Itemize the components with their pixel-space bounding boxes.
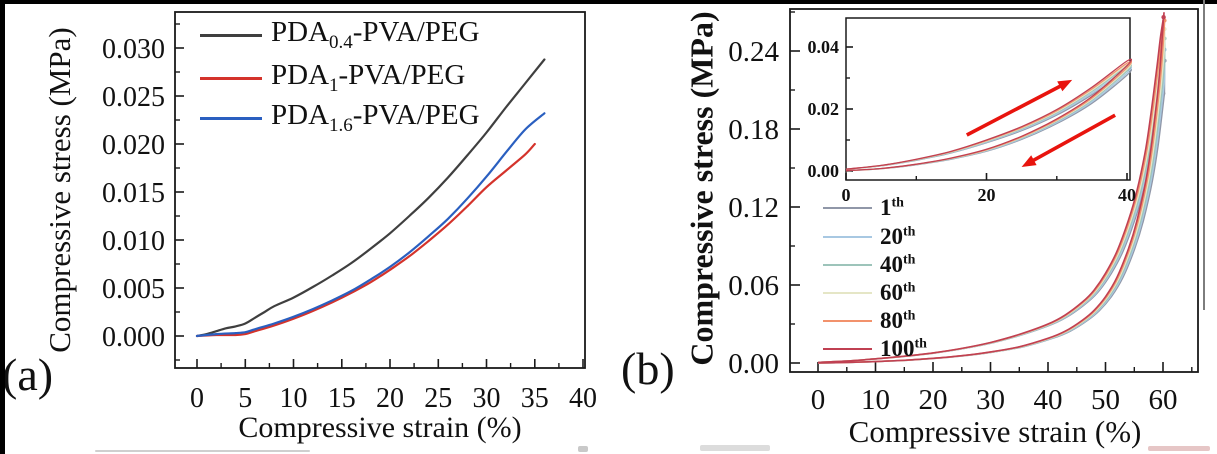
panel-b-x-tick-label: 40 — [1034, 384, 1063, 416]
panel-b-y-axis-title: Compressive stress (MPa) — [683, 11, 720, 366]
legend-item-pda16: PDA1.6-PVA/PEG — [200, 99, 480, 136]
legend-line-swatch — [200, 116, 262, 120]
cycle-curve-100th — [817, 12, 1165, 364]
panel-a-y-tick-label: 0.000 — [102, 322, 165, 353]
legend-item-cycle-100: 100th — [823, 336, 927, 362]
panel-b-y-tick-label: 0.18 — [728, 114, 779, 146]
legend-line-swatch — [823, 348, 872, 350]
panel-b-x-tick-label: 10 — [861, 384, 890, 416]
panel-a-label: (a) — [2, 349, 54, 400]
panel-a-x-tick-label: 10 — [280, 383, 308, 414]
crop-artifact — [700, 445, 770, 451]
cycle-peak-marker-100th — [1161, 15, 1166, 20]
legend-line-swatch — [200, 76, 262, 80]
panel-a-x-tick-label: 25 — [424, 383, 452, 414]
panel-b-x-axis-title: Compressive strain (%) — [848, 414, 1142, 449]
legend-label: PDA1.6-PVA/PEG — [271, 99, 480, 136]
legend-item-cycle-20: 20th — [823, 224, 915, 250]
panel-b-y-tick-label: 0.12 — [728, 192, 779, 224]
legend-label: PDA0.4-PVA/PEG — [271, 16, 480, 53]
panel-a-y-tick-label: 0.005 — [102, 274, 165, 305]
legend-label: 60th — [880, 280, 916, 305]
panel-b-x-tick-label: 20 — [919, 384, 948, 416]
panel-a-y-tick-label: 0.030 — [102, 34, 165, 65]
inset-x-tick-label: 0 — [842, 185, 851, 205]
legend-label: 80th — [880, 308, 916, 333]
panel-a-x-tick-label: 5 — [238, 383, 252, 414]
figure-border-left — [0, 0, 5, 454]
legend-line-swatch — [823, 264, 872, 266]
panel-b-plot — [789, 8, 1199, 373]
panel-a-y-tick-label: 0.015 — [102, 178, 165, 209]
panel-a-x-tick-label: 35 — [521, 383, 549, 414]
panel-b-x-tick-label: 30 — [976, 384, 1005, 416]
inset-y-tick-label: 0.04 — [808, 37, 840, 57]
panel-b-y-tick-label: 0.06 — [728, 270, 779, 302]
legend-line-swatch — [823, 236, 872, 238]
panel-a-y-tick-label: 0.020 — [102, 130, 165, 161]
legend-item-pda1: PDA1-PVA/PEG — [200, 59, 466, 96]
legend-line-swatch — [823, 320, 872, 322]
panel-b-x-tick-label: 50 — [1091, 384, 1120, 416]
plot-frame — [789, 8, 1199, 373]
unloading-direction-arrow-shaft — [1030, 113, 1116, 164]
crop-artifact — [95, 450, 310, 452]
panel-a-y-tick-label: 0.010 — [102, 226, 165, 257]
panel-a-x-tick-label: 40 — [569, 383, 597, 414]
panel-b-inset — [845, 17, 1133, 181]
legend-line-swatch — [823, 292, 872, 294]
legend-label: 20th — [880, 224, 916, 249]
inset-x-tick-label: 40 — [1118, 185, 1136, 205]
figure-border-right — [1203, 0, 1205, 310]
inset-x-tick-label: 20 — [978, 185, 996, 205]
panel-a-y-axis-title: Compressive stress (MPa) — [42, 27, 77, 353]
panel-a-x-axis-title: Compressive strain (%) — [238, 411, 522, 444]
panel-b-y-tick-label: 0.00 — [728, 348, 779, 380]
legend-item-cycle-60: 60th — [823, 280, 915, 306]
legend-item-pda04: PDA0.4-PVA/PEG — [200, 16, 480, 53]
inset-y-tick-label: 0.02 — [808, 99, 840, 119]
crop-artifact — [1148, 446, 1210, 451]
panel-a-x-tick-label: 0 — [190, 383, 204, 414]
legend-item-cycle-80: 80th — [823, 308, 915, 334]
crop-artifact — [578, 446, 588, 452]
inset-y-tick-label: 0.00 — [808, 161, 840, 181]
curve-PDA1.6-PVA/PEG — [195, 112, 546, 338]
loading-direction-arrow-shaft — [965, 83, 1064, 137]
legend-item-cycle-1: 1th — [823, 195, 904, 221]
unloading-direction-arrow-head — [1021, 155, 1037, 167]
panel-a-plot — [174, 11, 586, 369]
legend-item-cycle-40: 40th — [823, 252, 915, 278]
curve-PDA0.4-PVA/PEG — [195, 58, 546, 338]
panel-a-x-tick-label: 30 — [473, 383, 501, 414]
panel-b-x-tick-label: 60 — [1149, 384, 1178, 416]
inset-background — [846, 18, 1130, 180]
panel-b-y-tick-label: 0.24 — [728, 36, 779, 68]
panel-b-label: (b) — [621, 343, 675, 394]
legend-line-swatch — [823, 207, 872, 209]
legend-label: 1th — [880, 195, 904, 220]
legend-label: PDA1-PVA/PEG — [271, 59, 466, 96]
panel-a-x-tick-label: 20 — [376, 383, 404, 414]
figure-border-top — [0, 0, 1217, 4]
plot-frame — [845, 17, 1131, 181]
plot-frame — [174, 11, 586, 369]
loading-direction-arrow-head — [1057, 79, 1073, 92]
legend-label: 100th — [880, 336, 927, 361]
panel-a-x-tick-label: 15 — [328, 383, 356, 414]
legend-line-swatch — [200, 33, 262, 37]
curve-PDA1-PVA/PEG — [195, 142, 536, 338]
inset-cycle-curve-100th — [845, 58, 1133, 172]
panel-a-y-tick-label: 0.025 — [102, 82, 165, 113]
panel-b-x-tick-label: 0 — [811, 384, 826, 416]
legend-label: 40th — [880, 252, 916, 277]
